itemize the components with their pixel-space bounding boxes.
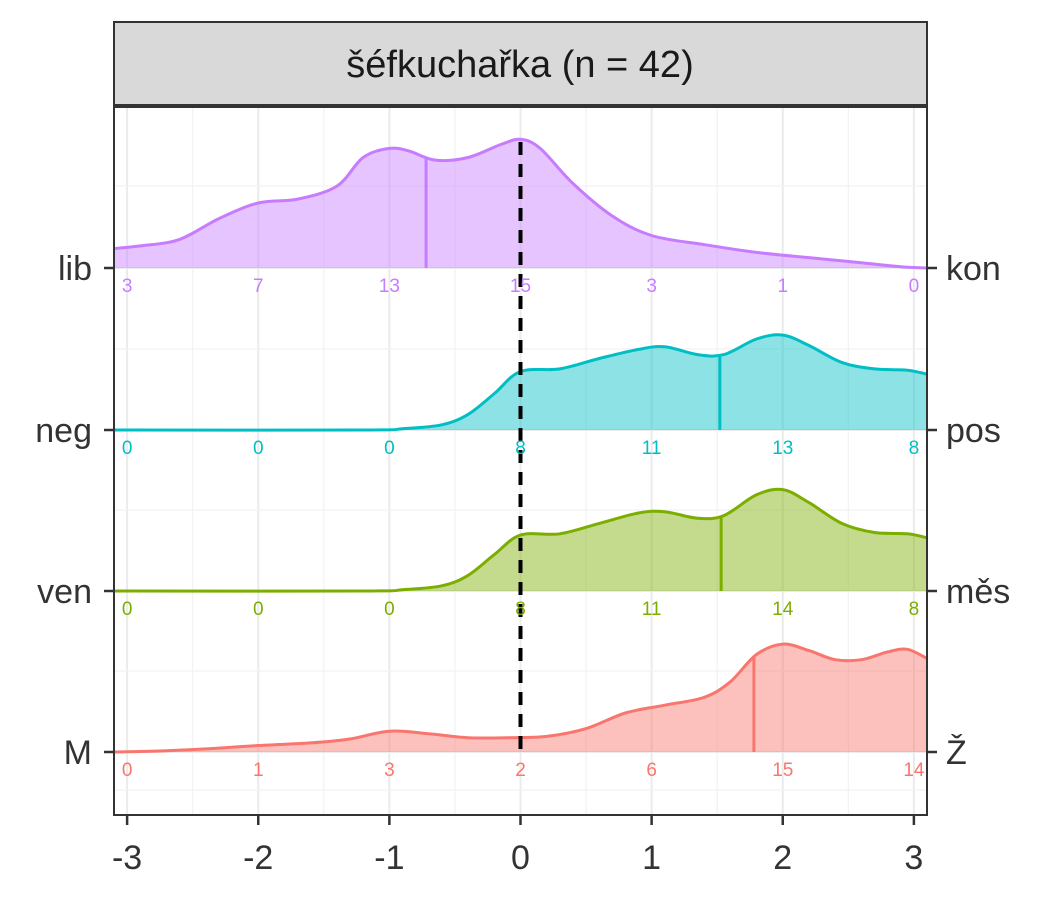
count-label: 15 bbox=[510, 276, 531, 297]
ridge-line-lib bbox=[113, 137, 928, 270]
x-tick-label: 3 bbox=[904, 839, 923, 877]
count-label: 0 bbox=[253, 438, 264, 459]
x-tick-label: -3 bbox=[112, 839, 142, 877]
count-label: 14 bbox=[772, 599, 794, 620]
y-label-right-měs: měs bbox=[946, 573, 1010, 611]
count-label: 2 bbox=[515, 760, 526, 781]
count-labels: 3 7 13 15 3 1 00 0 0 8 11 13 80 0 0 8 11 14 80 1 3 2 6 15 14 bbox=[122, 276, 925, 781]
ridge-line-neg bbox=[113, 333, 928, 432]
y-label-left-lib: lib bbox=[58, 250, 92, 288]
ridge-line-M bbox=[113, 642, 928, 754]
axes: lib kon neg pos ven měs M Ž -3 -2 -1 0 1 2 3 bbox=[35, 250, 1010, 877]
ridge-area-lib bbox=[114, 139, 927, 268]
ridge-line-ven bbox=[113, 487, 928, 593]
count-label: 0 bbox=[384, 599, 395, 620]
count-label: 8 bbox=[909, 438, 920, 459]
y-label-left-neg: neg bbox=[35, 412, 92, 450]
x-tick-label: 1 bbox=[642, 839, 661, 877]
x-tick-label: -1 bbox=[374, 839, 404, 877]
count-label: 1 bbox=[253, 760, 264, 781]
count-label: 11 bbox=[642, 438, 662, 459]
count-label: 3 bbox=[122, 276, 133, 297]
y-label-right-Ž: Ž bbox=[946, 734, 967, 772]
ridge-area-M bbox=[114, 644, 927, 752]
count-label: 0 bbox=[384, 438, 395, 459]
count-label: 8 bbox=[515, 599, 526, 620]
count-label: 0 bbox=[909, 276, 920, 297]
count-label: 15 bbox=[772, 760, 793, 781]
facet-title: šéfkuchařka (n = 42) bbox=[346, 44, 693, 86]
y-label-left-M: M bbox=[64, 734, 92, 772]
x-tick-label: 2 bbox=[773, 839, 792, 877]
x-tick-label: -2 bbox=[243, 839, 273, 877]
y-label-left-ven: ven bbox=[37, 573, 92, 611]
count-label: 8 bbox=[909, 599, 920, 620]
count-label: 1 bbox=[777, 276, 788, 297]
count-label: 14 bbox=[903, 760, 925, 781]
count-label: 6 bbox=[646, 760, 657, 781]
count-label: 7 bbox=[253, 276, 264, 297]
count-label: 0 bbox=[253, 599, 264, 620]
y-label-right-kon: kon bbox=[946, 250, 1001, 288]
y-label-right-pos: pos bbox=[946, 412, 1001, 450]
count-label: 0 bbox=[122, 599, 133, 620]
count-label: 3 bbox=[646, 276, 657, 297]
count-label: 13 bbox=[379, 276, 400, 297]
count-label: 3 bbox=[384, 760, 395, 781]
count-label: 8 bbox=[515, 438, 526, 459]
count-label: 0 bbox=[122, 760, 133, 781]
ridge-area-neg bbox=[114, 334, 927, 431]
count-label: 13 bbox=[772, 438, 793, 459]
count-label: 0 bbox=[122, 438, 133, 459]
facet-strip bbox=[113, 21, 928, 106]
count-label: 11 bbox=[642, 599, 662, 620]
x-tick-label: 0 bbox=[511, 839, 530, 877]
